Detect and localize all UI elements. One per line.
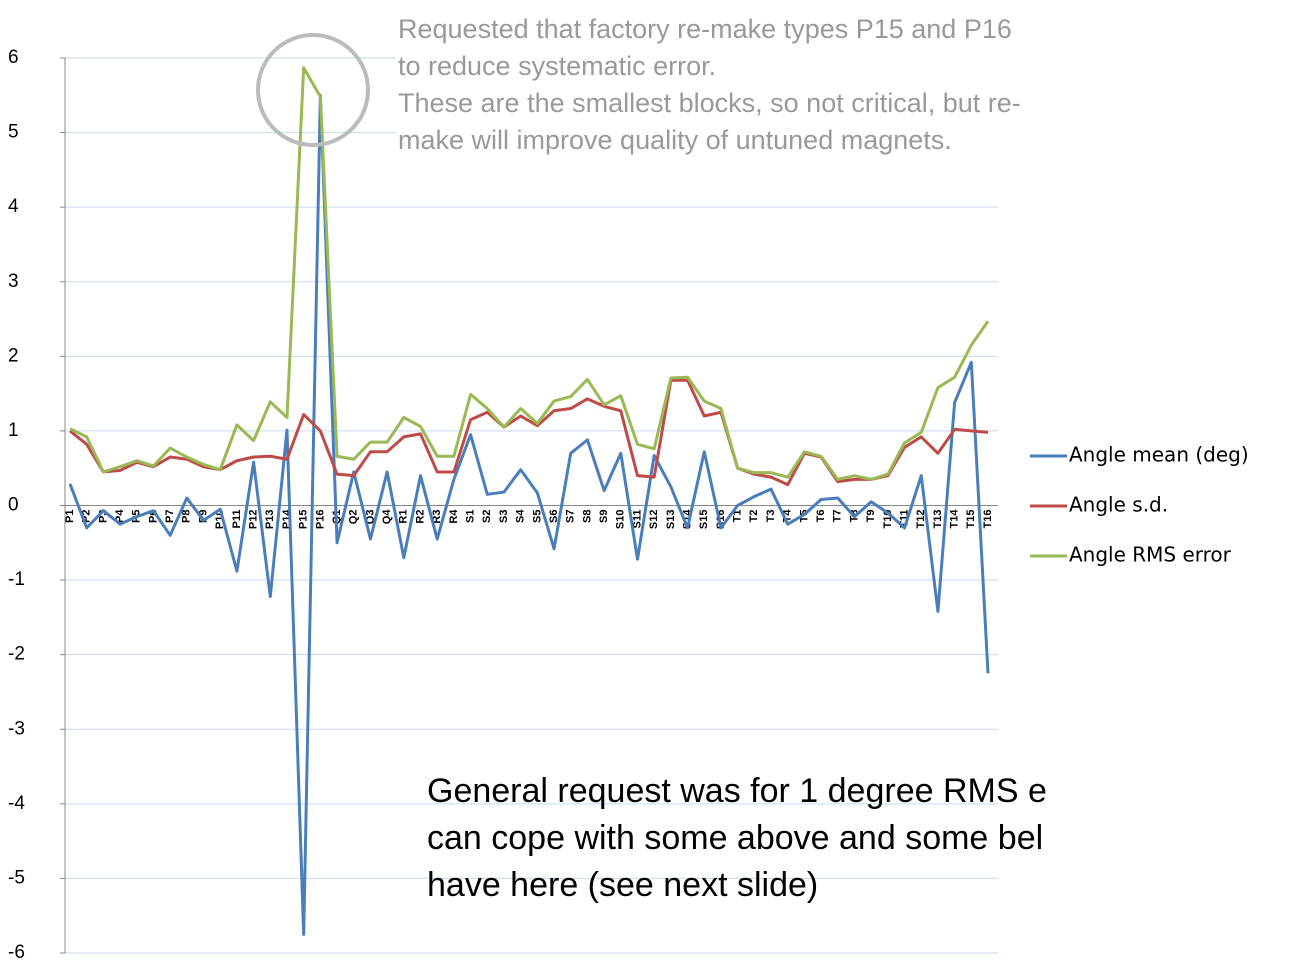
x-tick-label: S6 [548,510,560,523]
x-tick-label: S8 [581,510,593,523]
x-tick-label: T7 [832,510,844,523]
x-tick-label: T15 [965,510,977,529]
x-tick-label: T1 [732,510,744,523]
x-tick-label: T14 [949,509,961,529]
x-tick-label: S3 [498,510,510,523]
x-tick-label: S13 [665,510,677,530]
y-tick-label: -3 [8,718,25,739]
x-tick-label: T3 [765,510,777,523]
legend-label: Angle RMS error [1069,543,1232,567]
legend-label: Angle s.d. [1069,493,1168,517]
annotation-text: These are the smallest blocks, so not cr… [398,88,1021,118]
x-tick-label: S1 [464,510,476,523]
x-tick-label: P15 [298,510,310,530]
annotation-bg [396,45,1276,82]
x-tick-label: T13 [932,510,944,529]
x-tick-label: P7 [164,510,176,523]
annotation-text: can cope with some above and some bel [427,819,1043,857]
series-line [69,66,990,481]
x-tick-label: R2 [414,510,426,524]
x-tick-label: P13 [264,510,276,530]
y-tick-label: -4 [8,793,25,814]
x-tick-label: S10 [615,510,627,530]
annotation-text: have here (see next slide) [427,866,818,904]
y-tick-label: 1 [8,420,19,441]
annotation-bg [396,82,1276,119]
series-line [69,378,989,487]
y-tick-label: 5 [8,122,19,143]
x-tick-label: R4 [448,509,460,524]
x-tick-label: Q2 [348,510,360,525]
x-tick-label: T2 [748,510,760,523]
x-tick-label: S2 [481,510,493,523]
x-tick-label: S11 [631,510,643,529]
x-tick-label: P1 [64,510,76,523]
y-tick-label: -5 [8,867,25,888]
y-tick-label: -2 [8,644,25,665]
x-tick-label: S4 [515,509,527,523]
y-tick-label: 4 [8,196,19,217]
highlight-circle [256,33,370,147]
x-tick-label: P4 [114,509,126,523]
x-tick-label: S9 [598,510,610,523]
x-tick-label: T9 [865,510,877,523]
series-line [68,93,990,936]
annotation-text: make will improve quality of untuned mag… [398,125,952,155]
x-tick-label: S12 [648,510,660,530]
x-tick-label: T6 [815,510,827,523]
annotation-text: General request was for 1 degree RMS e [427,772,1047,810]
x-tick-label: S5 [531,510,543,523]
x-tick-label: S15 [698,510,710,530]
x-tick-label: R1 [398,510,410,524]
y-tick-label: 6 [8,47,19,68]
x-tick-label: P11 [231,510,243,529]
x-tick-label: P12 [248,510,260,530]
x-tick-label: P8 [181,510,193,523]
y-tick-label: 0 [8,495,19,516]
x-tick-label: Q4 [381,509,393,525]
annotation-text: Requested that factory re-make types P15… [398,14,1012,44]
y-tick-label: -1 [8,569,25,590]
x-tick-label: T16 [982,510,994,529]
x-tick-label: R3 [431,510,443,524]
y-tick-label: 2 [8,345,19,366]
x-tick-label: S7 [565,510,577,523]
y-tick-label: 3 [8,271,19,292]
annotation-text: to reduce systematic error. [398,51,716,81]
annotation-bg [396,119,1276,156]
x-tick-label: P16 [314,510,326,530]
legend-label: Angle mean (deg) [1069,443,1249,467]
annotation-bg [396,8,1276,45]
x-tick-label: T12 [915,510,927,529]
y-tick-label: -6 [8,942,25,963]
